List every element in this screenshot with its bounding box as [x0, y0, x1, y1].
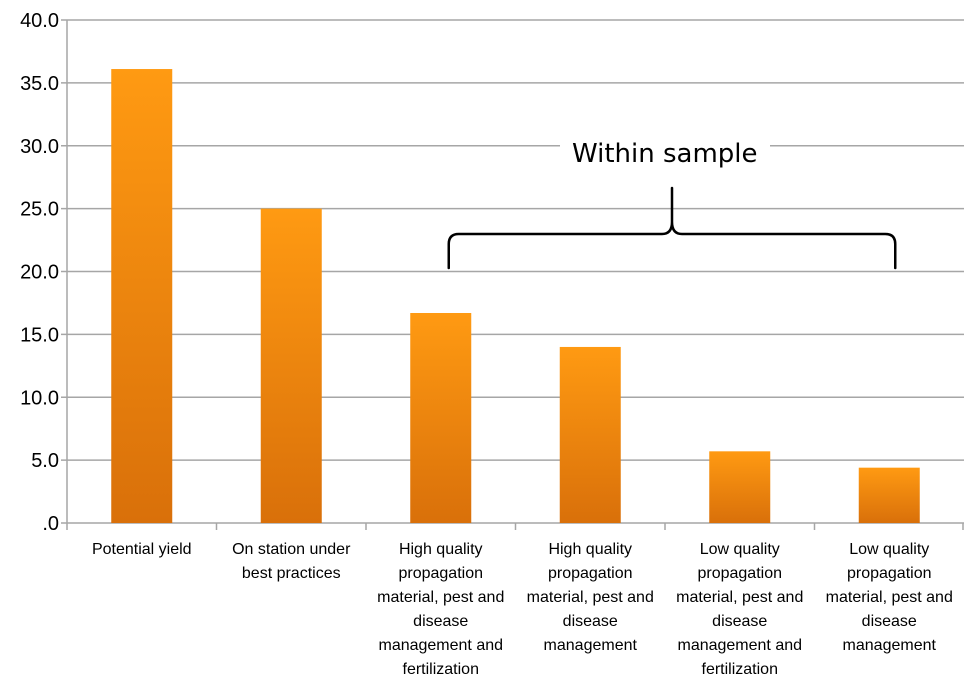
x-category-label: High quality propagation material, pest … — [377, 541, 505, 678]
x-category-label: High quality propagation material, pest … — [526, 541, 654, 654]
x-category-label: Low quality propagation material, pest a… — [676, 541, 804, 678]
bars — [111, 69, 920, 523]
y-tick-label: 25.0 — [20, 199, 59, 221]
curly-brace — [447, 186, 897, 270]
gridlines — [67, 19, 964, 461]
y-tick-label: 35.0 — [20, 73, 59, 95]
bar — [559, 346, 621, 523]
y-tick-label: .0 — [42, 513, 59, 535]
y-tick-label: 10.0 — [20, 387, 59, 409]
y-tick-label: 30.0 — [20, 136, 59, 158]
y-tick-label: 15.0 — [20, 324, 59, 346]
within-sample-bracket — [447, 186, 897, 270]
bar — [709, 451, 771, 523]
axes — [61, 19, 964, 530]
bar — [858, 467, 920, 523]
bar — [410, 312, 472, 523]
y-tick-label: 40.0 — [20, 10, 59, 32]
x-category-label: Potential yield — [91, 541, 192, 558]
bar — [260, 208, 322, 523]
y-tick-labels: .0 5.0 10.0 15.0 20.0 25.0 30.0 35.0 40.0 — [20, 10, 59, 535]
x-category-label: Low quality propagation material, pest a… — [825, 541, 953, 654]
annotation-label: Within sample — [560, 137, 770, 171]
y-tick-label: 20.0 — [20, 262, 59, 284]
bar — [111, 69, 173, 523]
x-category-label: On station under best practices — [232, 541, 351, 582]
y-tick-label: 5.0 — [31, 450, 59, 472]
